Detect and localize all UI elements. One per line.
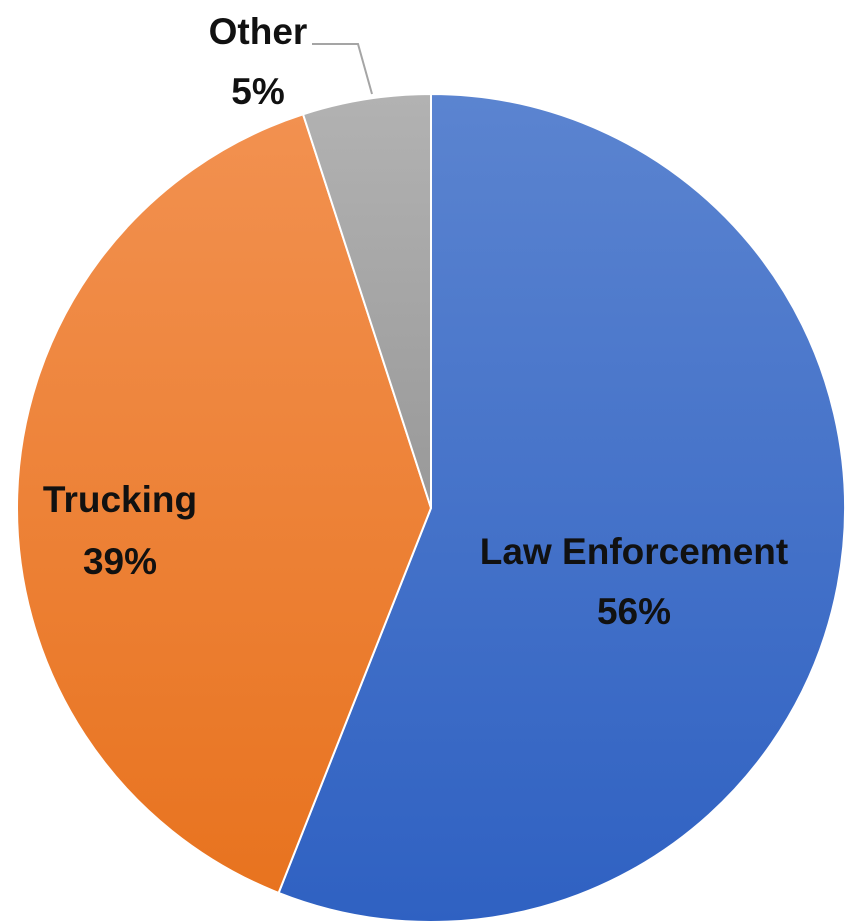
slice-label-trucking-name: Trucking xyxy=(43,479,197,520)
slice-label-other-percent: 5% xyxy=(231,71,284,112)
slice-label-law-enforcement-name: Law Enforcement xyxy=(480,531,788,572)
slice-label-trucking-percent: 39% xyxy=(83,541,157,582)
pie-slice-other xyxy=(301,92,432,509)
slice-label-law-enforcement-percent: 56% xyxy=(597,591,671,632)
other-leader-line xyxy=(312,43,373,95)
slice-label-other-name: Other xyxy=(209,11,308,52)
pie-slice-trucking xyxy=(16,113,433,895)
pie-slice-law-enforcement xyxy=(277,92,846,923)
